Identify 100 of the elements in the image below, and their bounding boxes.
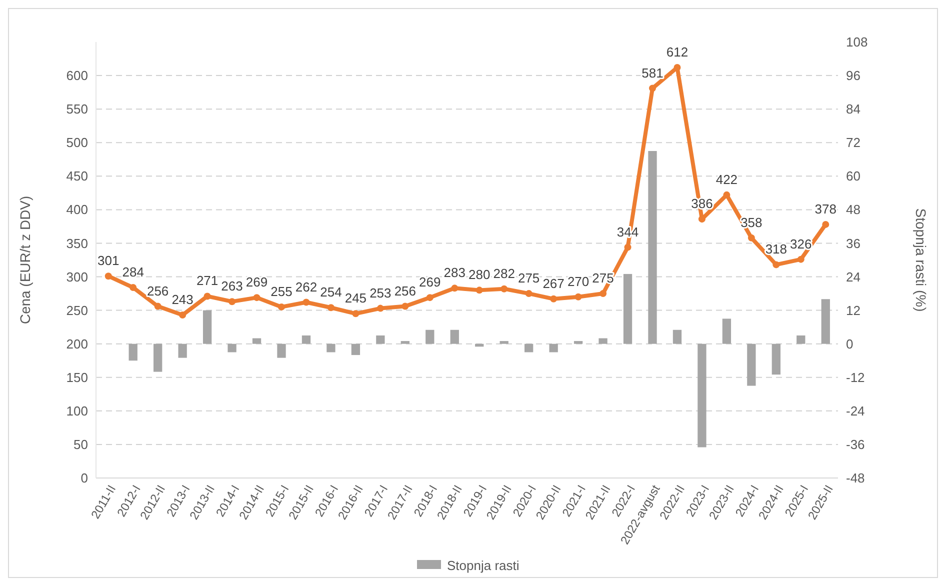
point (674, 64, 681, 71)
point (797, 256, 804, 263)
point (130, 284, 137, 291)
bar (672, 330, 682, 344)
data-label: 262 (295, 279, 318, 294)
data-label: 280 (468, 267, 490, 282)
y2-tick-label: 84 (846, 102, 860, 117)
y-tick-label: 0 (80, 470, 88, 486)
point (228, 298, 236, 306)
data-label: 301 (98, 253, 120, 268)
y2-axis-title: Stopnja rasti (%) (913, 208, 929, 312)
point (748, 234, 755, 242)
y2-tick-label: 0 (846, 336, 854, 352)
bar (326, 344, 336, 352)
bar (277, 344, 286, 358)
y2-tick-label: -36 (846, 437, 865, 452)
point (253, 294, 260, 302)
data-label: 284 (122, 264, 144, 280)
point (476, 286, 483, 294)
data-label: 254 (320, 284, 342, 300)
point (278, 303, 285, 310)
y2-tick-label: -48 (846, 470, 865, 486)
y-tick-label: 50 (74, 437, 88, 452)
bar (648, 151, 657, 344)
legend-label: Stopnja rasti (447, 558, 520, 573)
point (302, 298, 310, 306)
bar (400, 341, 410, 344)
y2-tick-label: 72 (846, 135, 860, 150)
bar (178, 344, 187, 358)
bar (698, 344, 706, 448)
data-label: 253 (370, 285, 392, 300)
bar (574, 341, 583, 344)
y2-tick-label: 12 (846, 302, 860, 318)
y-tick-label: 350 (66, 236, 88, 251)
y-tick-label: 300 (66, 269, 88, 284)
point (649, 84, 656, 92)
y2-tick-label: 60 (846, 168, 860, 184)
data-label: 282 (493, 266, 515, 281)
point (327, 304, 334, 312)
point (550, 295, 558, 302)
data-label: 612 (666, 44, 688, 60)
point (179, 312, 186, 319)
bar (154, 344, 162, 372)
point (698, 216, 706, 223)
data-label: 581 (642, 65, 664, 80)
bar (772, 344, 780, 375)
bar (796, 335, 806, 344)
y-tick-label: 450 (66, 168, 88, 184)
data-label: 378 (814, 201, 836, 216)
y-tick-label: 500 (66, 135, 88, 150)
y-tick-label: 400 (66, 202, 88, 218)
bar (426, 330, 434, 344)
bar (549, 344, 558, 352)
bar (351, 344, 360, 356)
data-label: 275 (518, 270, 540, 286)
bar (500, 341, 508, 344)
point (600, 290, 607, 298)
bar (747, 344, 756, 386)
y2-tick-label: 96 (846, 68, 860, 84)
point (822, 220, 830, 228)
data-label: 283 (444, 265, 466, 280)
bar (376, 335, 385, 344)
bar (228, 344, 236, 352)
y-axis-title: Cena (EUR/t z DDV) (17, 196, 33, 324)
y2-tick-label: 48 (846, 202, 860, 218)
data-label: 422 (716, 172, 738, 187)
data-label: 267 (542, 276, 564, 291)
data-label: 256 (146, 283, 169, 298)
point (376, 304, 384, 312)
data-label: 255 (270, 284, 292, 299)
data-label: 270 (567, 274, 590, 289)
point (624, 244, 632, 251)
bar (202, 310, 212, 344)
y2-tick-label: 36 (846, 236, 860, 251)
bar (821, 299, 830, 344)
bar (252, 338, 262, 344)
bar (524, 344, 534, 352)
y-tick-label: 600 (66, 68, 88, 84)
data-label: 263 (221, 278, 243, 294)
data-label: 271 (196, 273, 218, 288)
data-label: 243 (172, 292, 194, 308)
y2-tick-label: 24 (846, 269, 860, 284)
bar (450, 330, 459, 344)
point (525, 290, 532, 298)
point (451, 284, 458, 292)
y-tick-label: 250 (66, 302, 88, 318)
y-tick-label: 100 (66, 403, 88, 418)
y2-tick-label: -24 (846, 403, 865, 418)
data-label: 256 (394, 283, 416, 298)
point (352, 310, 360, 318)
bar (623, 274, 632, 344)
bar (722, 318, 732, 344)
point (154, 302, 162, 310)
bar (302, 335, 311, 344)
point (500, 285, 508, 292)
data-label: 269 (246, 274, 268, 290)
point (104, 272, 112, 280)
point (204, 292, 211, 300)
point (402, 302, 409, 310)
bar (128, 344, 138, 361)
